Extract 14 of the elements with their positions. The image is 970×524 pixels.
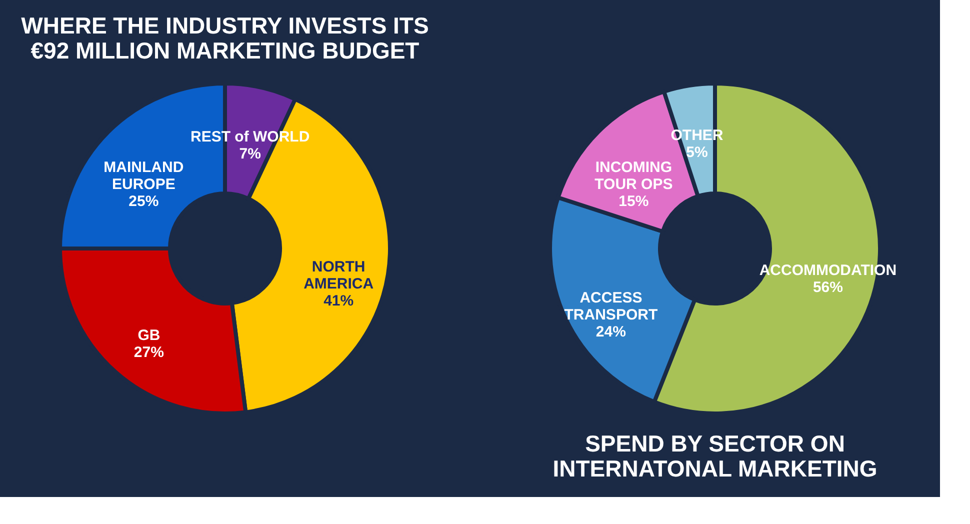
data-label: 41% (324, 292, 354, 310)
slice-label: INCOMING TOUR OPS (594, 159, 673, 194)
data-label: 7% (239, 145, 261, 162)
data-label: 5% (686, 144, 708, 161)
data-label: 24% (596, 323, 626, 340)
data-label: 25% (128, 193, 159, 210)
text: SPEND BY SECTOR ON INTERNATONAL MARKETING (552, 430, 878, 482)
slice-label: GB (138, 326, 160, 344)
data-label: 27% (134, 344, 164, 361)
data-label: 15% (618, 193, 649, 210)
data-label: 56% (812, 279, 843, 296)
chart-title: WHERE THE INDUSTRY INVESTS ITS €92 MILLION MARKETING BUDGET (21, 12, 429, 64)
slice-label: MAINLAND EUROPE (104, 159, 184, 194)
slice-label: NORTH AMERICA (304, 258, 374, 292)
